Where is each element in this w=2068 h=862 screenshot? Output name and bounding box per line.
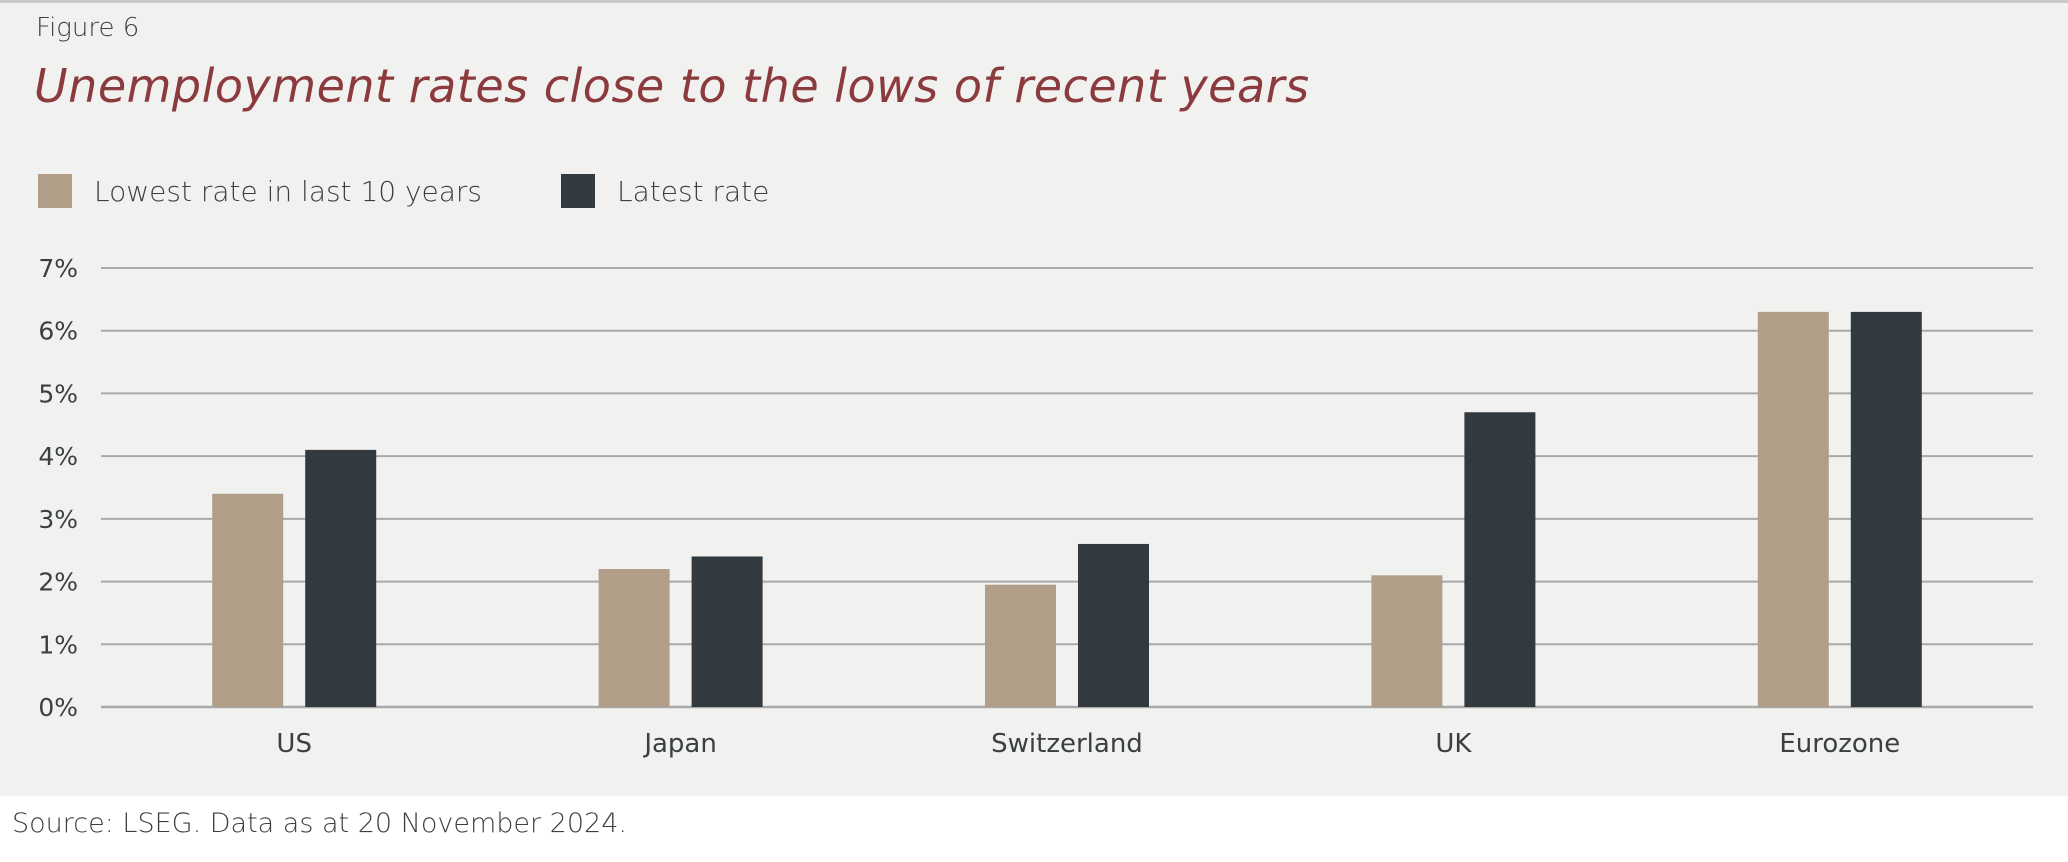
y-tick-label: 5%: [38, 379, 78, 408]
y-tick-label: 0%: [38, 693, 78, 722]
legend-swatch-latest: [561, 174, 595, 208]
gridlines: [101, 267, 2033, 709]
bar-eurozone-lowest: [1757, 311, 1829, 707]
source-note: Source: LSEG. Data as at 20 November 202…: [12, 808, 627, 839]
x-tick-label: Eurozone: [1779, 729, 1900, 759]
legend-swatch-lowest: [38, 174, 72, 208]
bar-switzerland-lowest: [985, 584, 1056, 707]
bar-eurozone-latest: [1850, 311, 1922, 707]
bar-japan-lowest: [598, 569, 670, 707]
chart-title: Unemployment rates close to the lows of …: [34, 59, 1310, 113]
y-tick-label: 2%: [38, 568, 78, 597]
x-tick-label: Switzerland: [991, 729, 1143, 759]
x-tick-label: US: [276, 729, 312, 759]
legend-label-lowest: Lowest rate in last 10 years: [94, 175, 483, 208]
bars: [212, 311, 1922, 707]
y-tick-label: 4%: [38, 442, 78, 471]
y-tick-label: 7%: [38, 254, 78, 283]
bar-chart: 0% 1% 2% 3% 4% 5% 6% 7% US Japan Switzerland UK Eur…: [38, 254, 2033, 759]
legend-label-latest: Latest rate: [617, 175, 770, 208]
bar-japan-latest: [691, 556, 763, 707]
y-tick-label: 1%: [38, 630, 78, 659]
x-tick-label: Japan: [642, 729, 717, 759]
figure-label: Figure 6: [36, 13, 140, 43]
chart-panel: Figure 6 Unemployment rates close to the…: [0, 0, 2068, 796]
y-tick-label: 6%: [38, 317, 78, 346]
bar-uk-lowest: [1371, 575, 1443, 707]
y-tick-label: 3%: [38, 505, 78, 534]
bar-switzerland-latest: [1078, 543, 1149, 707]
bar-us-lowest: [212, 493, 284, 707]
bar-uk-latest: [1464, 412, 1536, 707]
x-axis-labels: US Japan Switzerland UK Eurozone: [276, 729, 1900, 759]
x-tick-label: UK: [1435, 729, 1472, 759]
bar-us-latest: [305, 449, 377, 707]
y-axis-ticks: 0% 1% 2% 3% 4% 5% 6% 7%: [38, 254, 78, 722]
